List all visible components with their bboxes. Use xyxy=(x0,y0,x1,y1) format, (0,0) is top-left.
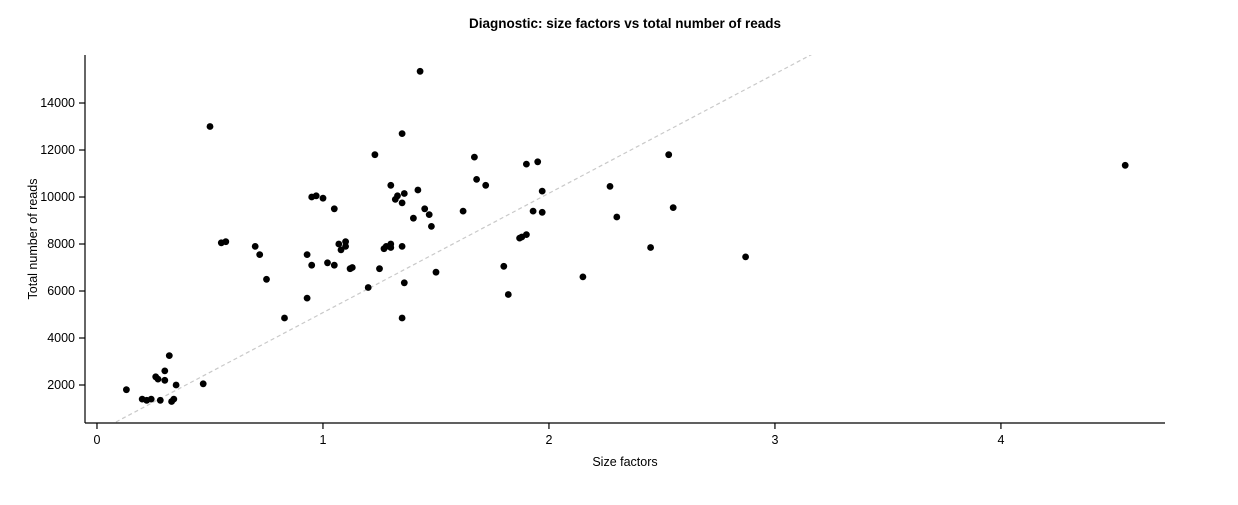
scatter-point xyxy=(161,367,169,375)
scatter-point xyxy=(613,213,621,221)
scatter-point xyxy=(400,279,408,287)
x-tick-label: 2 xyxy=(545,433,552,447)
scatter-point xyxy=(222,238,230,246)
scatter-point xyxy=(342,238,349,246)
scatter-point xyxy=(371,151,379,159)
x-tick-label: 1 xyxy=(319,433,326,447)
scatter-point xyxy=(161,376,169,384)
scatter-point xyxy=(170,395,178,403)
scatter-point xyxy=(416,67,424,75)
scatter-point xyxy=(256,251,264,258)
y-axis-label: Total number of reads xyxy=(26,179,40,300)
scatter-point xyxy=(665,151,673,159)
scatter-point xyxy=(669,204,677,212)
y-tick-label: 2000 xyxy=(47,378,75,392)
scatter-point xyxy=(534,158,542,166)
scatter-point xyxy=(172,381,180,389)
scatter-point xyxy=(324,259,331,267)
scatter-point xyxy=(330,261,338,269)
scatter-point xyxy=(199,380,207,388)
scatter-point xyxy=(523,160,530,168)
y-tick-label: 12000 xyxy=(40,143,75,157)
y-tick-label: 10000 xyxy=(40,190,75,204)
scatter-point xyxy=(432,268,440,276)
scatter-point xyxy=(342,243,349,250)
scatter-point xyxy=(364,284,372,291)
scatter-point xyxy=(398,199,406,207)
y-axis: 2000 4000 6000 8000 10000 12000 14000 xyxy=(40,55,86,423)
reference-line-group xyxy=(112,55,812,423)
scatter-point xyxy=(398,314,406,322)
x-tick-label: 3 xyxy=(771,433,778,447)
scatter-point xyxy=(281,314,288,322)
scatter-point xyxy=(398,243,406,250)
scatter-point xyxy=(303,294,311,302)
scatter-point xyxy=(421,205,429,213)
scatter-point xyxy=(523,231,530,239)
scatter-point xyxy=(394,192,401,200)
scatter-point xyxy=(579,273,587,281)
y-tick-label: 6000 xyxy=(47,284,75,298)
scatter-point xyxy=(330,205,338,213)
scatter-point xyxy=(335,240,343,248)
scatter-point xyxy=(319,194,327,202)
scatter-point xyxy=(348,264,356,271)
scatter-point xyxy=(529,207,537,215)
scatter-point xyxy=(410,214,417,222)
scatter-point xyxy=(376,265,383,273)
scatter-point xyxy=(312,192,320,200)
scatter-point xyxy=(425,211,433,219)
scatter-point xyxy=(400,190,408,197)
y-tick-label: 4000 xyxy=(47,331,75,345)
scatter-point xyxy=(156,396,164,404)
x-tick-label: 4 xyxy=(997,433,1004,447)
scatter-point xyxy=(1121,161,1129,169)
chart-title: Diagnostic: size factors vs total number… xyxy=(469,16,781,31)
scatter-point xyxy=(303,251,311,258)
scatter-point xyxy=(538,187,546,195)
scatter-point xyxy=(147,395,155,403)
y-tick-label: 14000 xyxy=(40,96,75,110)
scatter-point xyxy=(387,181,395,189)
x-axis: 0 1 2 3 4 xyxy=(85,422,1165,447)
scatter-point xyxy=(123,386,130,394)
y-tick-label: 8000 xyxy=(47,237,75,251)
scatter-point xyxy=(482,181,490,189)
x-axis-label: Size factors xyxy=(592,455,657,469)
scatter-point xyxy=(428,223,435,230)
scatter-point xyxy=(742,253,749,261)
scatter-point xyxy=(606,183,614,190)
scatter-point xyxy=(154,375,162,383)
scatter-point xyxy=(504,291,512,298)
scatter-point xyxy=(206,123,214,130)
scatter-point xyxy=(500,262,508,270)
x-tick-label: 0 xyxy=(94,433,101,447)
scatter-point xyxy=(538,208,546,216)
scatter-point xyxy=(165,352,173,359)
scatter-point xyxy=(473,176,480,183)
scatter-points-group xyxy=(123,67,1129,405)
scatter-point xyxy=(471,153,478,161)
scatter-point xyxy=(263,275,270,283)
scatter-point xyxy=(414,186,422,194)
scatter-point xyxy=(387,244,395,251)
scatter-point xyxy=(398,130,406,138)
scatter-point xyxy=(251,243,259,250)
reference-line xyxy=(112,55,812,423)
scatter-point xyxy=(337,246,345,254)
scatter-point xyxy=(647,244,654,251)
scatter-point xyxy=(308,261,316,269)
scatter-point xyxy=(459,207,467,215)
